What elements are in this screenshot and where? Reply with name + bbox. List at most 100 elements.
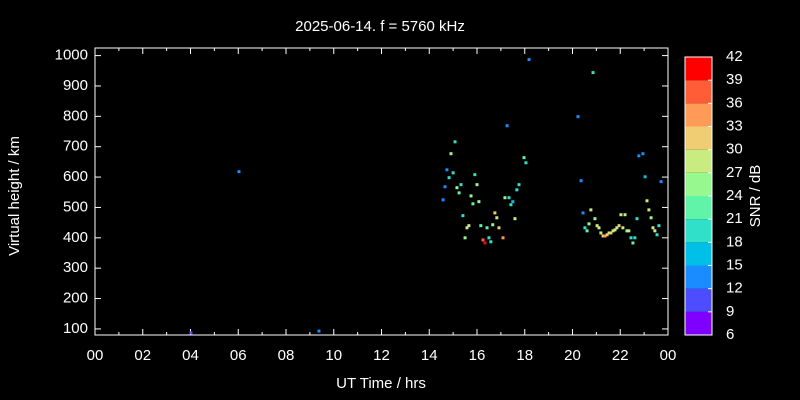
colorbar-band <box>685 80 712 104</box>
data-point <box>503 196 507 200</box>
y-axis-label: Virtual height / km <box>6 136 23 256</box>
x-tick-label: 04 <box>182 347 199 364</box>
colorbar-band <box>685 57 712 81</box>
data-point <box>509 203 513 207</box>
x-tick-label: 16 <box>469 347 486 364</box>
data-point <box>619 213 623 217</box>
data-point <box>585 229 589 233</box>
colorbar-band <box>685 311 712 335</box>
y-tick-label: 400 <box>63 229 88 246</box>
colorbar-band <box>685 219 712 243</box>
data-point <box>473 173 477 177</box>
data-point <box>491 223 495 227</box>
colorbar-band <box>685 265 712 289</box>
data-point <box>591 71 595 75</box>
data-point <box>487 236 491 240</box>
data-point <box>451 171 455 175</box>
data-point <box>483 241 487 245</box>
data-point <box>607 231 611 235</box>
data-point <box>623 213 627 217</box>
colorbar-band <box>685 126 712 150</box>
data-point <box>465 226 469 230</box>
data-point <box>655 233 659 237</box>
data-point <box>635 217 639 221</box>
data-point <box>457 191 461 195</box>
colorbar-tick-label: 39 <box>726 71 743 88</box>
data-point <box>629 236 633 240</box>
data-point <box>455 186 459 190</box>
data-point <box>441 198 445 202</box>
data-point <box>453 140 457 144</box>
y-tick-label: 900 <box>63 77 88 94</box>
data-point <box>237 170 241 174</box>
data-point <box>657 224 661 228</box>
x-tick-label: 00 <box>660 347 677 364</box>
data-point <box>627 229 631 233</box>
data-point <box>459 183 463 187</box>
data-point <box>467 224 471 228</box>
data-point <box>659 180 663 184</box>
colorbar-band <box>685 172 712 196</box>
x-tick-label: 08 <box>278 347 295 364</box>
data-point <box>651 226 655 230</box>
x-tick-label: 14 <box>421 347 438 364</box>
data-point <box>625 229 629 233</box>
colorbar-band <box>685 242 712 266</box>
data-point <box>645 199 649 203</box>
data-point <box>647 208 651 212</box>
data-point <box>611 229 615 233</box>
x-axis-label: UT Time / hrs <box>336 375 426 392</box>
data-point <box>495 216 499 220</box>
data-point <box>479 224 483 228</box>
data-point <box>477 200 481 204</box>
data-point <box>507 196 511 200</box>
data-point <box>609 231 613 235</box>
x-tick-label: 02 <box>134 347 151 364</box>
colorbar-tick-label: 12 <box>726 280 743 297</box>
data-point <box>501 236 505 240</box>
data-point <box>589 208 593 212</box>
data-point <box>579 179 583 183</box>
colorbar-tick-label: 42 <box>726 48 743 65</box>
colorbar-band <box>685 103 712 127</box>
data-point <box>621 226 625 230</box>
data-point <box>471 202 475 206</box>
data-point <box>633 236 637 240</box>
data-point <box>524 161 528 165</box>
y-tick-label: 500 <box>63 198 88 215</box>
data-point <box>583 226 587 230</box>
data-point <box>461 214 465 218</box>
colorbar-tick-label: 15 <box>726 256 743 273</box>
data-point <box>463 236 467 240</box>
data-point <box>597 226 601 230</box>
data-point <box>449 152 453 156</box>
y-tick-label: 200 <box>63 290 88 307</box>
data-point <box>527 58 531 62</box>
data-point <box>317 329 321 333</box>
data-point <box>493 211 497 215</box>
x-tick-label: 22 <box>612 347 629 364</box>
data-point <box>445 168 449 172</box>
data-point <box>593 217 597 221</box>
colorbar-band <box>685 149 712 173</box>
x-tick-label: 18 <box>516 347 533 364</box>
colorbar-tick-label: 9 <box>726 303 734 320</box>
data-point <box>581 211 585 215</box>
data-point <box>522 156 526 160</box>
data-point <box>443 185 447 189</box>
colorbar-tick-label: 36 <box>726 94 743 111</box>
x-tick-label: 12 <box>373 347 390 364</box>
colorbar-band <box>685 196 712 220</box>
x-tick-label: 00 <box>87 347 104 364</box>
data-point <box>631 241 635 245</box>
data-point <box>475 183 479 187</box>
data-point <box>485 226 489 230</box>
colorbar-tick-label: 30 <box>726 141 743 158</box>
chart-title: 2025-06-14. f = 5760 kHz <box>295 18 465 35</box>
x-tick-label: 20 <box>564 347 581 364</box>
data-point <box>595 224 599 228</box>
data-point <box>643 175 647 179</box>
y-tick-label: 300 <box>63 259 88 276</box>
